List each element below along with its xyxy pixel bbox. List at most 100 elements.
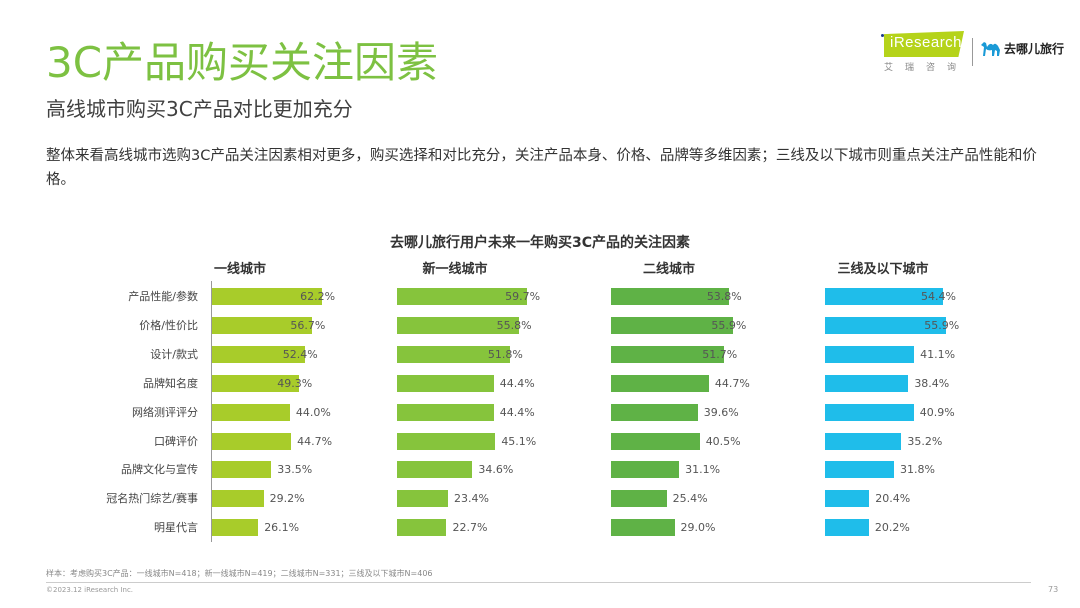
page-number: 73	[1048, 585, 1059, 594]
bar	[825, 490, 870, 508]
bar-value-label: 35.2%	[907, 434, 943, 448]
bar	[825, 432, 902, 450]
bar	[611, 288, 729, 305]
iresearch-logo: iResearch	[884, 31, 964, 57]
bar	[825, 461, 894, 479]
bar	[825, 519, 869, 537]
page-title: 3C产品购买关注因素	[46, 38, 439, 87]
copyright-text: ©2023.12 iResearch Inc.	[46, 586, 134, 594]
bar	[397, 519, 447, 537]
bar-value-label: 29.0%	[680, 521, 716, 535]
bar	[397, 288, 528, 305]
bar	[825, 288, 944, 305]
sample-footnote: 样本：考虑购买3C产品：一线城市N=418；新一线城市N=419；二线城市N=3…	[46, 569, 433, 578]
bar-value-label: 44.0%	[295, 405, 331, 419]
bar-value-label: 56.7%	[290, 318, 326, 332]
category-label: 明星代言	[154, 521, 198, 535]
bar	[212, 345, 305, 363]
iresearch-logo-text: iResearch	[890, 34, 963, 51]
bar	[611, 519, 675, 537]
bar-value-label: 55.9%	[711, 318, 747, 332]
bar	[397, 432, 496, 450]
series-title: 新一线城市	[422, 262, 488, 277]
bar	[611, 316, 734, 334]
bar-value-label: 51.7%	[702, 347, 738, 361]
y-axis-line	[211, 281, 212, 542]
bar-value-label: 44.7%	[714, 376, 750, 390]
bar	[212, 374, 300, 392]
bar-value-label: 45.1%	[501, 434, 537, 448]
bar	[825, 403, 914, 421]
bar-value-label: 29.2%	[269, 492, 305, 506]
bar	[611, 432, 700, 450]
category-label: 网络测评评分	[132, 405, 198, 419]
bar	[397, 345, 510, 363]
bar-value-label: 20.2%	[874, 521, 910, 535]
bar	[611, 490, 667, 508]
bar-value-label: 40.5%	[705, 434, 741, 448]
bar-value-label: 44.7%	[297, 434, 333, 448]
bar-value-label: 51.8%	[487, 347, 523, 361]
bar-value-label: 55.8%	[496, 318, 532, 332]
iresearch-dot-icon	[881, 34, 884, 37]
bar-value-label: 44.4%	[499, 405, 535, 419]
series-title: 二线城市	[642, 262, 695, 277]
bar	[212, 519, 259, 537]
bar-value-label: 52.4%	[282, 347, 318, 361]
bar-value-label: 20.4%	[875, 492, 911, 506]
bar	[825, 345, 915, 363]
brand-logos: iResearch 艾瑞咨询 去哪儿旅行	[880, 30, 1070, 74]
bar	[611, 345, 725, 363]
bar	[611, 374, 709, 392]
bar	[212, 288, 323, 305]
category-label: 口碑评价	[154, 434, 198, 448]
page-description: 整体来看高线城市选购3C产品关注因素相对更多，购买选择和对比充分，关注产品本身、…	[46, 148, 1037, 188]
logo-divider	[972, 38, 973, 66]
bar	[611, 403, 698, 421]
bar	[397, 490, 448, 508]
series-title: 三线及以下城市	[837, 262, 929, 277]
bar	[212, 461, 272, 479]
chart-title: 去哪儿旅行用户未来一年购买3C产品的关注因素	[389, 235, 690, 251]
bar-value-label: 59.7%	[505, 290, 541, 303]
bar-value-label: 53.8%	[706, 290, 742, 303]
bar	[212, 432, 292, 450]
category-label: 设计/款式	[150, 347, 198, 361]
bar-value-label: 62.2%	[300, 290, 336, 303]
qunar-logo-text: 去哪儿旅行	[1004, 42, 1065, 56]
category-label: 冠名热门综艺/赛事	[106, 492, 198, 506]
bar	[825, 316, 947, 334]
series-title: 一线城市	[213, 262, 266, 277]
category-label: 产品性能/参数	[128, 290, 198, 303]
bar-value-label: 44.4%	[499, 376, 535, 390]
footer-divider	[46, 582, 1031, 583]
bar	[397, 374, 494, 392]
bar	[611, 461, 680, 479]
page-subtitle: 高线城市购买3C产品对比更加充分	[46, 97, 353, 121]
bar	[397, 461, 473, 479]
bar	[825, 374, 909, 392]
bar	[397, 403, 494, 421]
bar-value-label: 55.9%	[924, 318, 960, 332]
category-label: 品牌知名度	[143, 376, 198, 390]
bar-value-label: 23.4%	[454, 492, 489, 506]
bar-value-label: 39.6%	[703, 405, 739, 419]
bar-value-label: 34.6%	[478, 463, 514, 477]
bar	[212, 316, 313, 334]
bar-value-label: 40.9%	[919, 405, 955, 419]
category-label: 品牌文化与宣传	[121, 463, 198, 477]
bar	[212, 490, 264, 508]
bar-value-label: 31.8%	[900, 463, 935, 477]
bar-value-label: 31.1%	[685, 463, 721, 477]
iresearch-cn-text: 艾瑞咨询	[884, 63, 969, 73]
category-label: 价格/性价比	[139, 318, 198, 332]
bar-value-label: 41.1%	[920, 347, 956, 361]
bar-value-label: 26.1%	[264, 521, 300, 535]
bar	[397, 316, 519, 334]
qunar-camel-icon	[981, 42, 1000, 56]
bar-value-label: 25.4%	[672, 492, 708, 506]
bar-value-label: 33.5%	[277, 463, 313, 477]
bar-value-label: 54.4%	[921, 290, 956, 303]
bar	[212, 403, 290, 421]
bar-value-label: 38.4%	[914, 376, 950, 390]
